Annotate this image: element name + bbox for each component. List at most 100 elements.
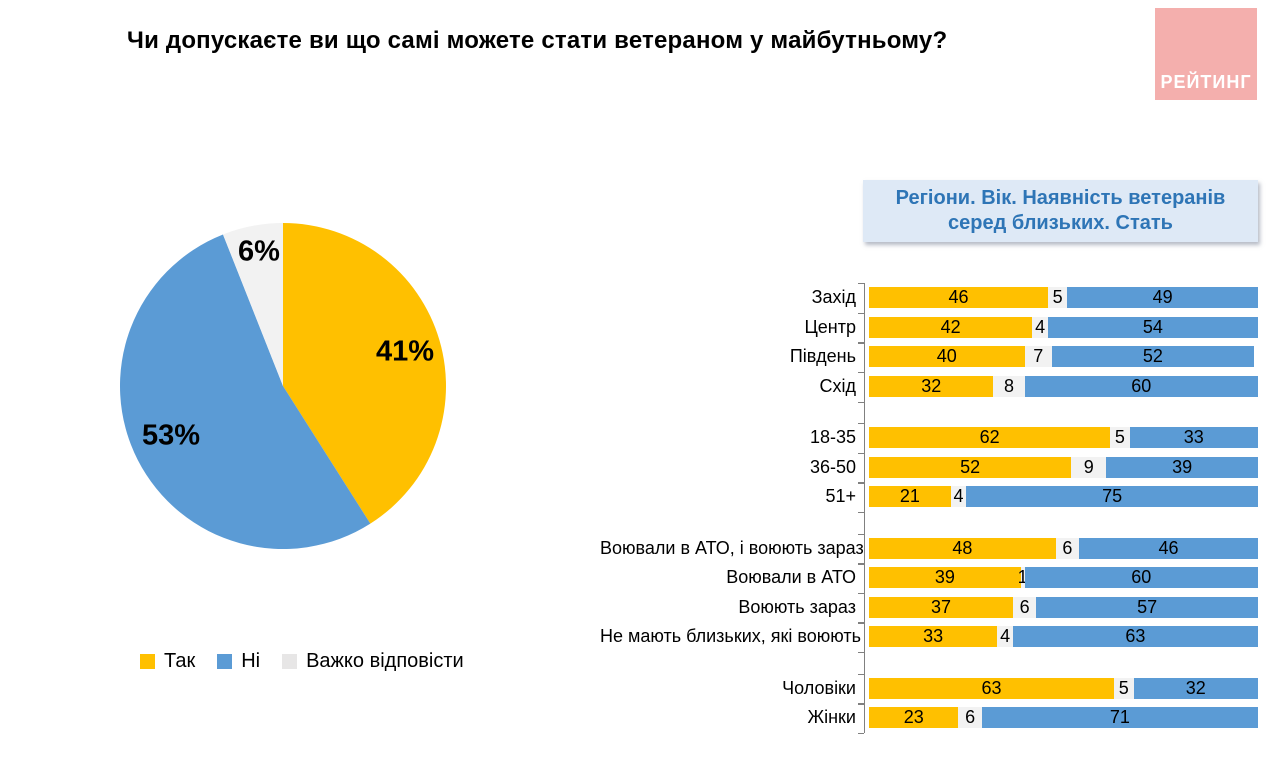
bar-segment-value: 5 xyxy=(1114,427,1125,448)
axis-tick xyxy=(858,423,864,424)
bar-stack: 39 1 60 xyxy=(869,567,1258,589)
bar-segment-dk: 6 xyxy=(1055,537,1080,559)
axis-tick xyxy=(858,372,864,373)
bar-segment-dk: 6 xyxy=(958,707,982,729)
bar-segment-value: 54 xyxy=(1142,316,1163,337)
bar-segment-yes: 62 xyxy=(869,427,1111,449)
bar-row: Чоловіки 63 5 32 xyxy=(600,674,1258,704)
bar-segment-value: 33 xyxy=(923,626,944,647)
bar-row: Воювали в АТО, і воюють зараз 48 6 46 xyxy=(600,534,1258,564)
bar-category-label: 36-50 xyxy=(809,456,856,477)
bar-segment-no: 75 xyxy=(966,486,1258,508)
axis-tick xyxy=(858,453,864,454)
axis-tick xyxy=(858,483,864,484)
pie-svg xyxy=(120,223,446,550)
bar-segment-value: 60 xyxy=(1131,375,1152,396)
axis-tick xyxy=(858,342,864,343)
bar-segment-dk: 8 xyxy=(993,375,1025,397)
axis-tick xyxy=(858,564,864,565)
bar-segment-dk: 4 xyxy=(950,486,967,508)
bar-segment-no: 71 xyxy=(981,707,1258,729)
bar-row: Воюють зараз 37 6 57 xyxy=(600,593,1258,623)
bar-segment-value: 1 xyxy=(1017,567,1028,588)
bar-segment-yes: 42 xyxy=(869,316,1033,338)
legend-label-dk: Важко відповісти xyxy=(306,650,464,672)
bar-chart: Захід 46 5 49 Центр 42 4 54 Південь 40 7 52 Схід 32 8 6… xyxy=(600,283,1258,755)
bar-segment-value: 6 xyxy=(1019,596,1030,617)
axis-tick xyxy=(858,313,864,314)
bar-segment-no: 32 xyxy=(1133,677,1258,699)
bar-segment-yes: 23 xyxy=(869,707,959,729)
bar-segment-dk: 6 xyxy=(1012,596,1037,618)
bar-segment-value: 4 xyxy=(953,486,964,507)
bar-segment-yes: 46 xyxy=(869,287,1048,309)
bar-segment-no: 63 xyxy=(1012,626,1258,648)
axis-tick xyxy=(858,512,864,513)
bar-segment-value: 39 xyxy=(1172,456,1193,477)
bar-segment-no: 49 xyxy=(1067,287,1258,309)
bar-segment-value: 42 xyxy=(940,316,961,337)
legend-item-dk: Важко відповісти xyxy=(282,650,464,673)
bar-segment-no: 39 xyxy=(1106,456,1258,478)
bar-segment-dk: 5 xyxy=(1047,287,1068,309)
bar-row: 36-50 52 9 39 xyxy=(600,453,1258,483)
bar-segment-value: 46 xyxy=(948,287,969,308)
bar-category-label: 51+ xyxy=(825,486,856,507)
legend-item-yes: Так xyxy=(140,650,195,673)
axis-tick xyxy=(858,623,864,624)
bar-segment-value: 60 xyxy=(1131,567,1152,588)
bar-stack: 23 6 71 xyxy=(869,707,1258,729)
legend-item-no: Ні xyxy=(217,650,260,673)
rating-logo-text: РЕЙТИНГ xyxy=(1160,72,1252,92)
bar-segment-value: 32 xyxy=(1185,677,1206,698)
axis-tick xyxy=(858,283,864,284)
bar-segment-dk: 5 xyxy=(1110,427,1130,449)
bar-row: Захід 46 5 49 xyxy=(600,283,1258,313)
bar-segment-yes: 37 xyxy=(869,596,1013,618)
bar-chart-axis xyxy=(864,283,865,733)
bar-segment-value: 37 xyxy=(930,596,951,617)
bar-category-label: 18-35 xyxy=(809,427,856,448)
bar-segment-value: 62 xyxy=(979,427,1000,448)
bar-segment-yes: 39 xyxy=(869,567,1021,589)
bar-category-label: Воюють зараз xyxy=(738,596,856,617)
pie-label-dk: 6% xyxy=(238,235,280,268)
bar-segment-yes: 32 xyxy=(869,375,994,397)
bar-category-label: Не мають близьких, які воюють xyxy=(600,626,861,647)
bar-segment-no: 52 xyxy=(1051,346,1255,368)
bar-segment-no: 57 xyxy=(1036,596,1258,618)
bar-segment-value: 52 xyxy=(1142,346,1163,367)
axis-tick xyxy=(858,674,864,675)
bar-segment-yes: 48 xyxy=(869,537,1056,559)
axis-tick xyxy=(858,593,864,594)
bar-segment-value: 46 xyxy=(1158,537,1179,558)
pie-slice-2 xyxy=(222,223,283,386)
bar-segment-value: 52 xyxy=(960,456,981,477)
bar-segment-value: 40 xyxy=(936,346,957,367)
bar-segment-value: 23 xyxy=(903,707,924,728)
bar-stack: 63 5 32 xyxy=(869,677,1258,699)
bar-segment-no: 46 xyxy=(1079,537,1258,559)
bar-segment-dk: 9 xyxy=(1071,456,1107,478)
bar-stack: 40 7 52 xyxy=(869,346,1258,368)
legend-swatch-yes xyxy=(140,654,155,669)
bar-segment-value: 32 xyxy=(921,375,942,396)
axis-tick xyxy=(858,563,864,564)
legend-label-yes: Так xyxy=(164,650,196,672)
bar-group: 18-35 62 5 33 36-50 52 9 39 51+ 21 4 75 xyxy=(600,423,1258,512)
bar-segment-value: 63 xyxy=(1125,626,1146,647)
bar-row: Жінки 23 6 71 xyxy=(600,703,1258,733)
bar-segment-no: 60 xyxy=(1024,375,1258,397)
bar-segment-no: 54 xyxy=(1047,316,1258,338)
axis-tick xyxy=(858,534,864,535)
bar-segment-value: 49 xyxy=(1152,287,1173,308)
bar-segment-no: 60 xyxy=(1024,567,1258,589)
axis-tick xyxy=(858,733,864,734)
bar-segment-yes: 52 xyxy=(869,456,1072,478)
axis-tick xyxy=(858,652,864,653)
axis-tick xyxy=(858,343,864,344)
bar-segment-dk: 7 xyxy=(1024,346,1052,368)
bar-chart-header-line1: Регіони. Вік. Наявність ветеранів xyxy=(895,187,1226,209)
bar-segment-value: 39 xyxy=(934,567,955,588)
bar-group: Захід 46 5 49 Центр 42 4 54 Південь 40 7 52 Схід 32 8 6… xyxy=(600,283,1258,401)
